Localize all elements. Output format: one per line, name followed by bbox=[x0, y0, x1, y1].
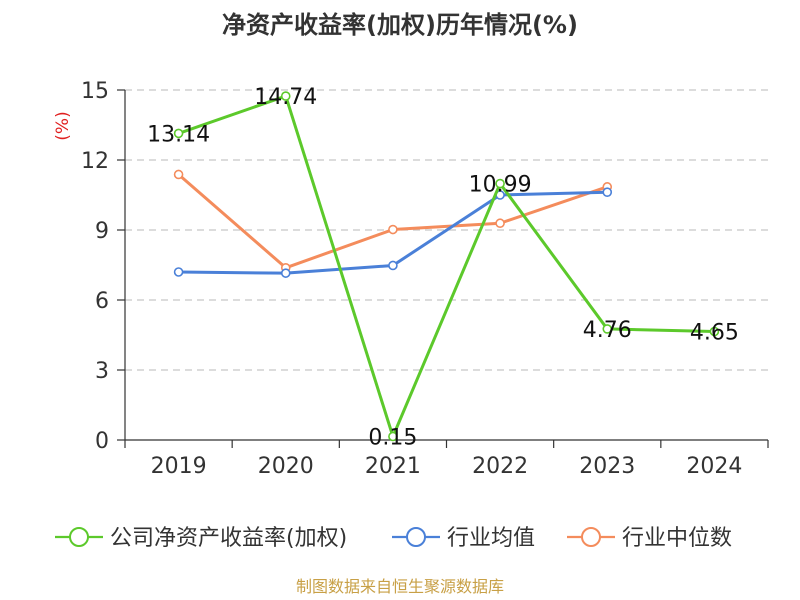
legend-label: 行业均值 bbox=[447, 526, 535, 551]
y-tick-label: 12 bbox=[81, 149, 109, 174]
y-tick-label: 6 bbox=[95, 289, 109, 314]
data-label: 10.99 bbox=[469, 173, 532, 198]
data-label: 13.14 bbox=[147, 122, 210, 147]
x-tick-label: 2020 bbox=[258, 454, 314, 479]
data-point bbox=[173, 128, 184, 139]
data-point bbox=[602, 324, 613, 334]
legend-item: 行业中位数 bbox=[567, 526, 732, 551]
series-line bbox=[177, 173, 608, 270]
legend-label: 公司净资产收益率(加权) bbox=[110, 526, 347, 551]
y-tick-label: 15 bbox=[81, 79, 109, 104]
data-label: 4.65 bbox=[690, 321, 739, 346]
data-point bbox=[495, 218, 505, 229]
chart-title: 净资产收益率(加权)历年情况(%) bbox=[222, 11, 578, 39]
data-point bbox=[495, 178, 505, 189]
data-label: 0.15 bbox=[368, 426, 417, 451]
data-point bbox=[173, 267, 184, 277]
y-tick-label: 3 bbox=[95, 359, 109, 384]
source-note: 制图数据来自恒生聚源数据库 bbox=[296, 577, 504, 596]
legend-label: 行业中位数 bbox=[622, 526, 732, 551]
x-tick-label: 2022 bbox=[472, 454, 528, 479]
data-point bbox=[602, 187, 613, 197]
legend-item: 公司净资产收益率(加权) bbox=[55, 526, 347, 551]
data-point bbox=[388, 260, 398, 271]
legend-marker bbox=[406, 527, 426, 547]
axes: 0 3 6 9 12 15 2019 2020 2021 2022 2023 2024 bbox=[81, 79, 769, 479]
data-point bbox=[280, 268, 291, 278]
data-label: 14.74 bbox=[254, 85, 317, 110]
data-point bbox=[388, 431, 398, 442]
data-point bbox=[709, 326, 720, 337]
data-point bbox=[280, 91, 291, 101]
legend-item: 行业均值 bbox=[392, 526, 535, 551]
x-tick-label: 2021 bbox=[365, 454, 421, 479]
legend-marker bbox=[581, 527, 601, 547]
data-point bbox=[173, 169, 184, 180]
y-axis-unit-label: (%) bbox=[53, 111, 73, 140]
x-tick-label: 2023 bbox=[579, 454, 635, 479]
data-label: 4.76 bbox=[583, 318, 632, 343]
legend-marker bbox=[69, 527, 89, 547]
series-line bbox=[178, 94, 715, 438]
data-point bbox=[388, 224, 398, 235]
x-tick-label: 2019 bbox=[151, 454, 207, 479]
x-tick-label: 2024 bbox=[686, 454, 742, 479]
data-labels: 13.14 14.74 0.15 10.99 4.76 4.65 bbox=[147, 85, 739, 450]
series-lines bbox=[173, 91, 720, 442]
y-tick-label: 0 bbox=[95, 429, 109, 454]
legend: 公司净资产收益率(加权) 行业均值 行业中位数 bbox=[55, 526, 732, 551]
y-tick-label: 9 bbox=[95, 219, 109, 244]
